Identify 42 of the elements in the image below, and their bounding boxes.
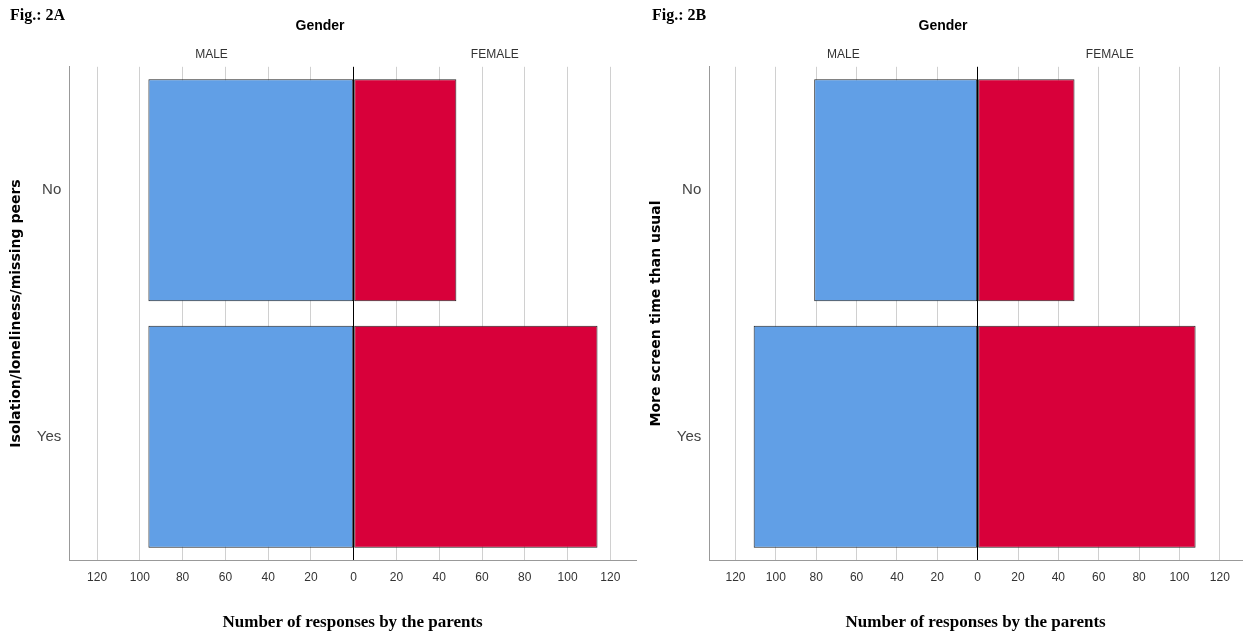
y-tick-label: No (682, 180, 702, 198)
x-tick-label: 120 (725, 569, 746, 584)
x-tick-label: 40 (1051, 569, 1066, 584)
series-label: MALE (827, 47, 860, 62)
series-label: FEMALE (1085, 47, 1134, 62)
text: Fig.: 2A (10, 6, 66, 24)
x-tick-label: 80 (175, 569, 190, 584)
series-label: MALE (195, 47, 228, 62)
y-tick-label: Yes (676, 426, 702, 444)
x-tick-label: 20 (1011, 569, 1026, 584)
x-tick-label: 80 (809, 569, 824, 584)
x-tick-label: 0 (350, 569, 358, 584)
x-tick-label: 100 (1169, 569, 1190, 584)
x-tick-label: 40 (432, 569, 447, 584)
y-axis-title: More screen time than usual (647, 200, 664, 427)
x-tick-label: 100 (129, 569, 151, 584)
x-tick-label: 20 (304, 569, 318, 584)
x-tick-label: 40 (890, 569, 904, 584)
x-tick-label: 20 (389, 569, 404, 584)
y-tick-label: No (42, 180, 62, 198)
text: FEMALE (470, 47, 519, 62)
x-axis-title: Number of responses by the parents (222, 612, 484, 632)
x-tick-label: 100 (765, 569, 787, 584)
y-axis-title: Isolation/loneliness/missing peers (7, 179, 24, 448)
x-tick-label: 60 (218, 569, 233, 584)
x-tick-label: 80 (518, 569, 532, 584)
x-tick-label: 100 (557, 569, 578, 584)
chart-title: Gender (295, 17, 346, 34)
x-tick-label: 80 (1132, 569, 1147, 584)
x-tick-label: 40 (261, 569, 276, 584)
x-axis-title: Number of responses by the parents (845, 612, 1107, 632)
y-tick-label: Yes (36, 426, 62, 444)
text: Fig.: 2B (652, 6, 707, 24)
x-tick-label: 120 (1209, 569, 1231, 584)
x-tick-label: 20 (930, 569, 945, 584)
x-tick-label: 60 (849, 569, 864, 584)
x-tick-label: 60 (475, 569, 490, 584)
chart-title: Gender (918, 17, 969, 34)
x-tick-label: 0 (974, 569, 982, 584)
x-tick-label: 120 (600, 569, 621, 584)
x-tick-label: 60 (1092, 569, 1106, 584)
x-tick-label: 120 (87, 569, 108, 584)
